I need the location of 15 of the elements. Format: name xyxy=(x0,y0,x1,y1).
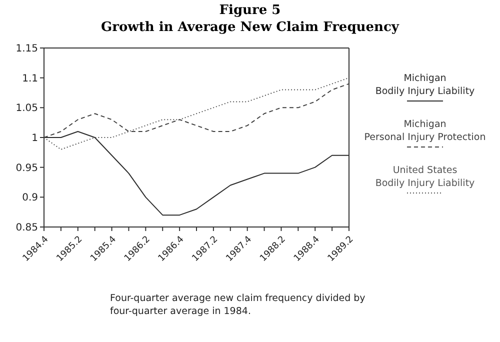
line-series xyxy=(44,77,350,150)
chart-title: Figure 5 xyxy=(218,2,282,19)
y-tick-label: 1.05 xyxy=(16,103,38,114)
y-tick-label: 1.1 xyxy=(22,73,38,84)
text: Michigan Personal Injury Protection xyxy=(363,118,487,144)
y-tick-label: 0.85 xyxy=(16,222,38,234)
y-tick-label: 0.95 xyxy=(16,162,38,174)
y-tick-label: 1 xyxy=(32,133,38,144)
text: Michigan Bodily Injury Liability xyxy=(374,72,476,98)
text: United States Bodily Injury Liability xyxy=(374,164,476,190)
text: Four-quarter average new claim frequency divided by four-quarter average in 1984. xyxy=(110,292,366,318)
y-tick-label: 1.15 xyxy=(16,44,38,55)
chart-subtitle: Growth in Average New Claim Frequency xyxy=(100,19,400,36)
line-series xyxy=(44,83,350,138)
y-tick-label: 0.9 xyxy=(22,192,38,204)
